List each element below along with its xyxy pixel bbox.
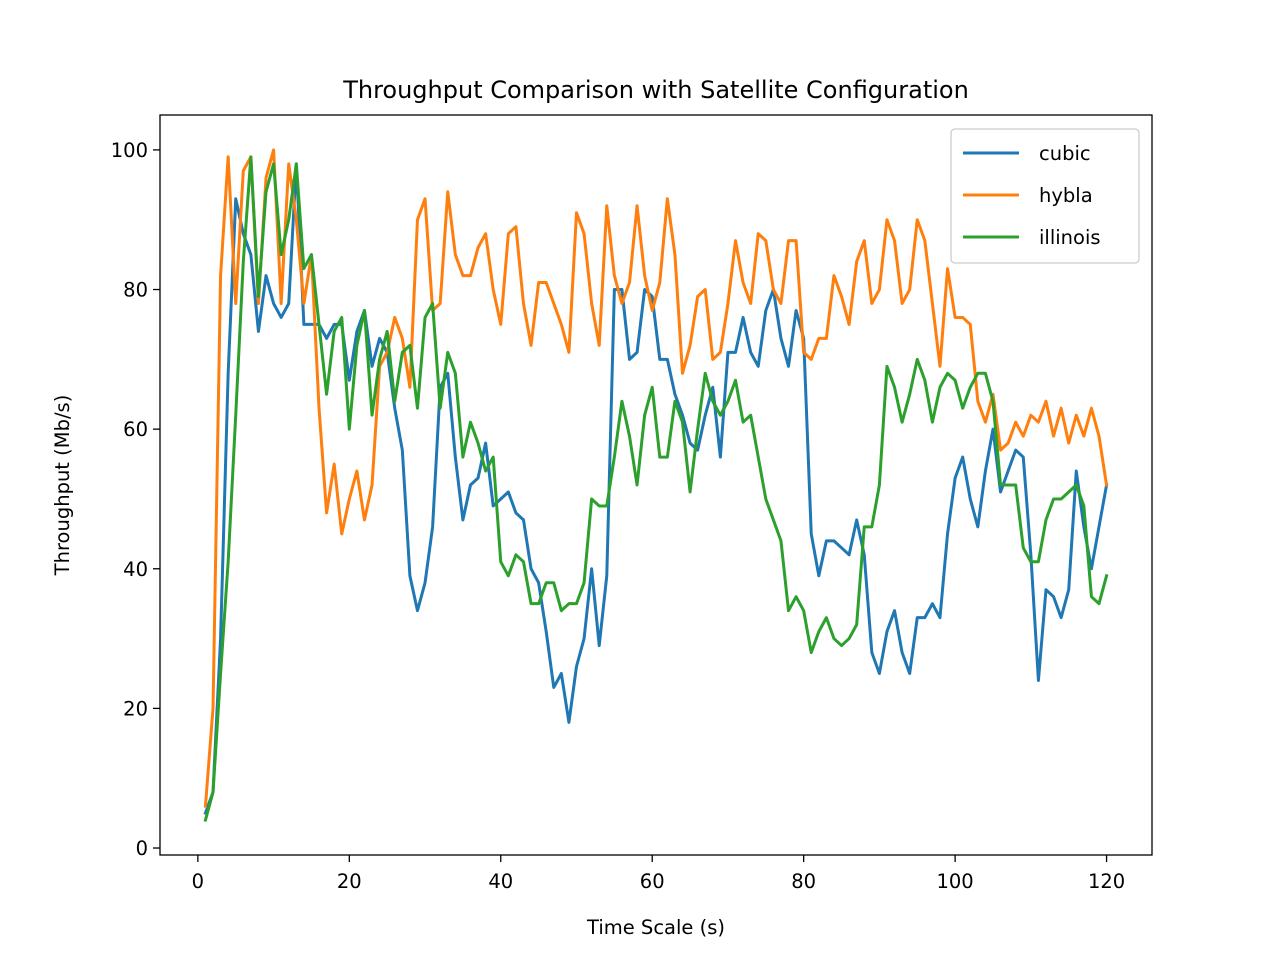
- legend-box: [950, 128, 1140, 264]
- x-tick-label: 120: [1088, 870, 1125, 893]
- y-tick-label: 20: [123, 697, 148, 720]
- x-tick-label: 60: [640, 870, 665, 893]
- x-tick-label: 40: [488, 870, 513, 893]
- y-tick-label: 40: [123, 558, 148, 581]
- x-axis-label: Time Scale (s): [586, 916, 725, 939]
- y-axis-label: Throughput (Mb/s): [51, 395, 74, 577]
- x-tick-label: 80: [791, 870, 816, 893]
- y-axis: 0 20 40 60 80 100: [111, 139, 160, 860]
- chart-title: Throughput Comparison with Satellite Con…: [342, 76, 969, 104]
- series-line-cubic: [203, 162, 1109, 816]
- y-tick-label: 0: [136, 837, 148, 860]
- legend-label-cubic: cubic: [1039, 142, 1091, 165]
- series-line-illinois: [203, 155, 1109, 822]
- series-line-hybla: [203, 148, 1109, 808]
- y-tick-label: 60: [123, 418, 148, 441]
- x-tick-label: 100: [936, 870, 973, 893]
- legend-label-illinois: illinois: [1039, 226, 1101, 249]
- legend-label-hybla: hybla: [1039, 184, 1093, 207]
- x-tick-label: 20: [337, 870, 362, 893]
- plot-frame: [159, 114, 1153, 856]
- y-tick-label: 100: [111, 139, 148, 162]
- y-tick-label: 80: [123, 279, 148, 302]
- series-lines: [203, 148, 1109, 822]
- x-tick-label: 0: [192, 870, 204, 893]
- legend: cubic hybla illinois: [950, 128, 1140, 264]
- x-axis: 0 20 40 60 80 100 120: [192, 855, 1125, 893]
